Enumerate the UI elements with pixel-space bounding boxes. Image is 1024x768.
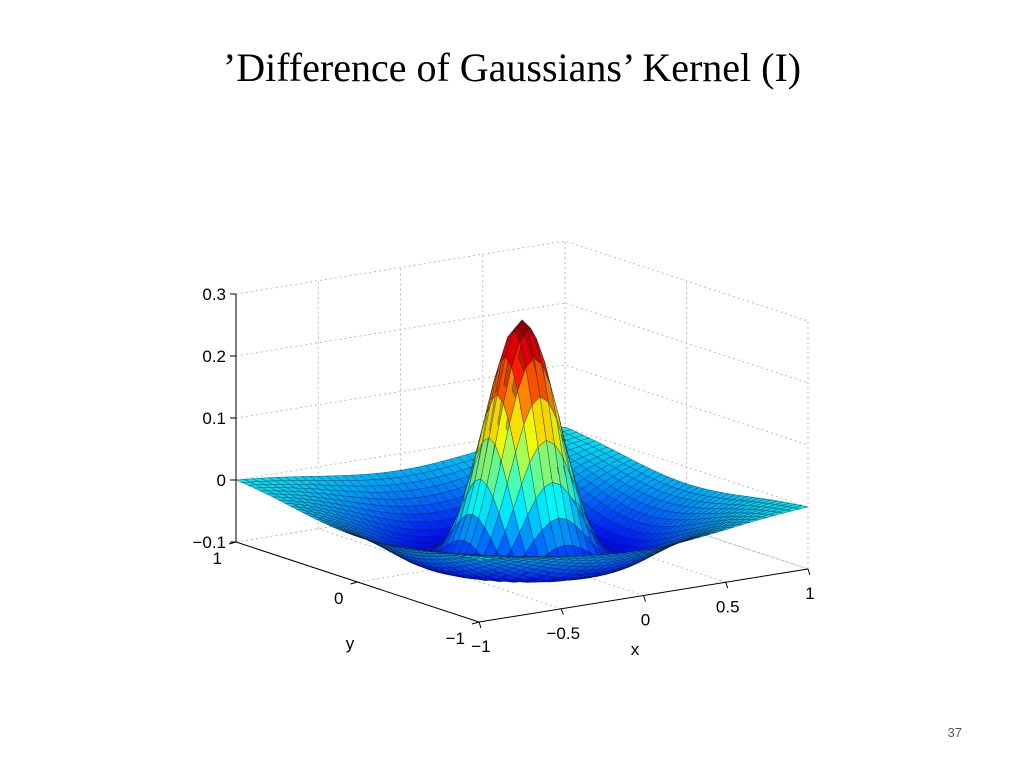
x-tick <box>725 582 729 589</box>
x-tick-label: 0.5 <box>716 597 740 616</box>
dog-surface <box>235 319 809 583</box>
y-axis-label: y <box>346 634 355 653</box>
z-gridline <box>235 302 809 384</box>
y-tick <box>471 621 480 625</box>
tick-labels: −0.1 0 0.1 0.2 0.3 −1 −0.5 0 0.5 1 −1 0 1 <box>192 285 814 656</box>
x-tick-label: 1 <box>805 584 814 603</box>
z-tick-label: 0.1 <box>202 409 226 428</box>
z-tick-label: 0 <box>217 471 226 490</box>
x-tick-label: 0 <box>641 611 650 630</box>
axes <box>228 293 811 629</box>
x-tick-label: −1 <box>471 637 490 656</box>
z-tick-label: −0.1 <box>192 533 226 552</box>
y-tick <box>350 581 358 585</box>
y-tick-label: 1 <box>213 549 222 568</box>
z-gridline <box>235 426 809 508</box>
x-tick <box>560 608 564 615</box>
x-tick <box>643 595 646 602</box>
x-tick <box>807 568 811 576</box>
y-tick-label: 0 <box>334 589 343 608</box>
z-gridline <box>235 240 809 322</box>
y-tick <box>228 541 237 545</box>
x-tick <box>478 621 482 629</box>
z-gridline <box>235 364 809 446</box>
surface-patch <box>793 505 809 510</box>
page-number: 37 <box>947 725 962 740</box>
x-axis-label: x <box>631 640 640 659</box>
x-tick-label: −0.5 <box>546 624 580 643</box>
slide-title: ’Difference of Gaussians’ Kernel (I) <box>222 45 802 90</box>
z-tick-label: 0.3 <box>202 285 226 304</box>
y-tick-label: −1 <box>446 629 465 648</box>
axis-labels: xy <box>346 634 640 659</box>
z-tick-label: 0.2 <box>202 347 226 366</box>
